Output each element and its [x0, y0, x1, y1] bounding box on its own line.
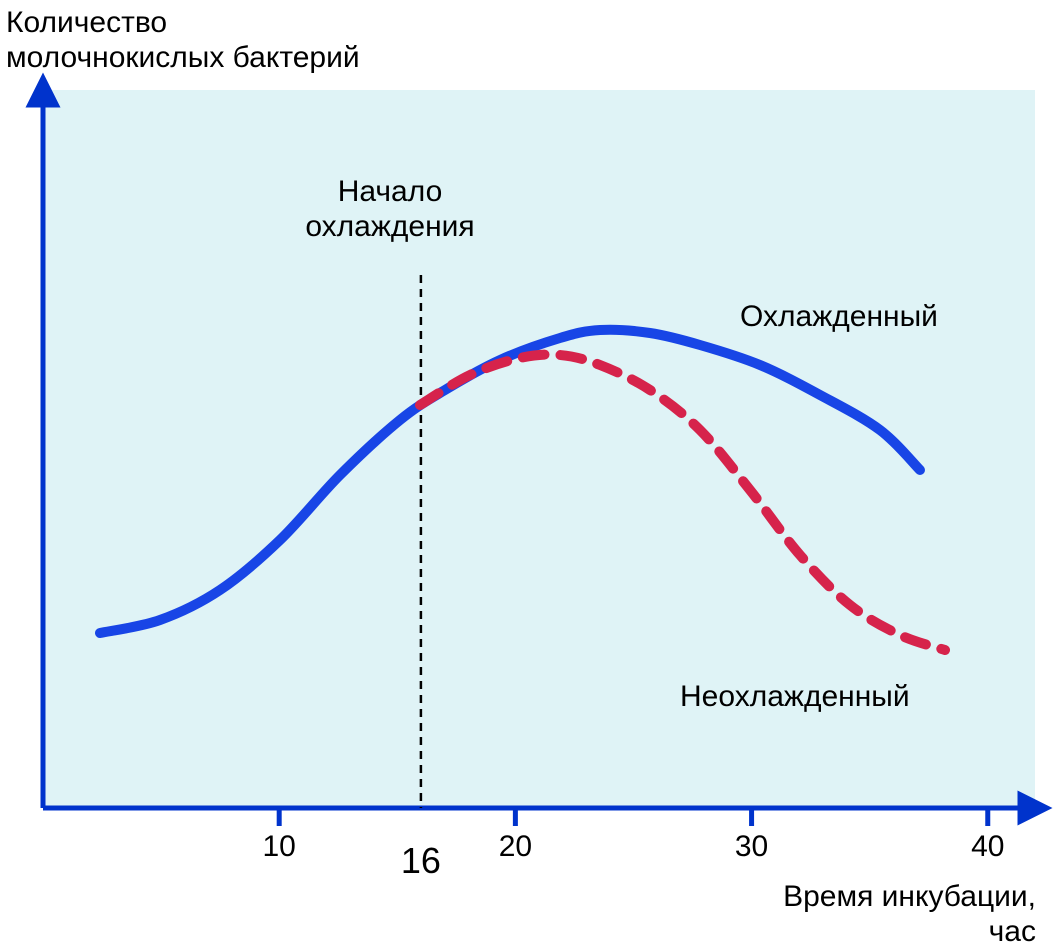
series-label-uncooled: Неохлажденный: [680, 680, 910, 714]
x-extra-tick-label: 16: [401, 840, 441, 882]
x-tick-label: 30: [735, 830, 768, 864]
chart-container: Количество молочнокислых бактерий Начало…: [0, 0, 1054, 947]
x-axis-title-line1: Время инкубации,: [783, 880, 1036, 913]
cooling-annotation: Начало охлаждения: [240, 175, 540, 244]
series-label-cooled: Охлажденный: [740, 300, 938, 334]
chart-svg: [0, 0, 1054, 947]
x-tick-label: 40: [971, 830, 1004, 864]
cooling-annotation-line1: Начало: [338, 175, 443, 208]
x-axis-title-line2: час: [783, 915, 1036, 949]
cooling-annotation-line2: охлаждения: [305, 210, 474, 243]
x-axis-title: Время инкубации, час: [783, 880, 1036, 949]
x-tick-label: 10: [263, 830, 296, 864]
x-ticks: [279, 808, 988, 826]
x-tick-label: 20: [499, 830, 532, 864]
